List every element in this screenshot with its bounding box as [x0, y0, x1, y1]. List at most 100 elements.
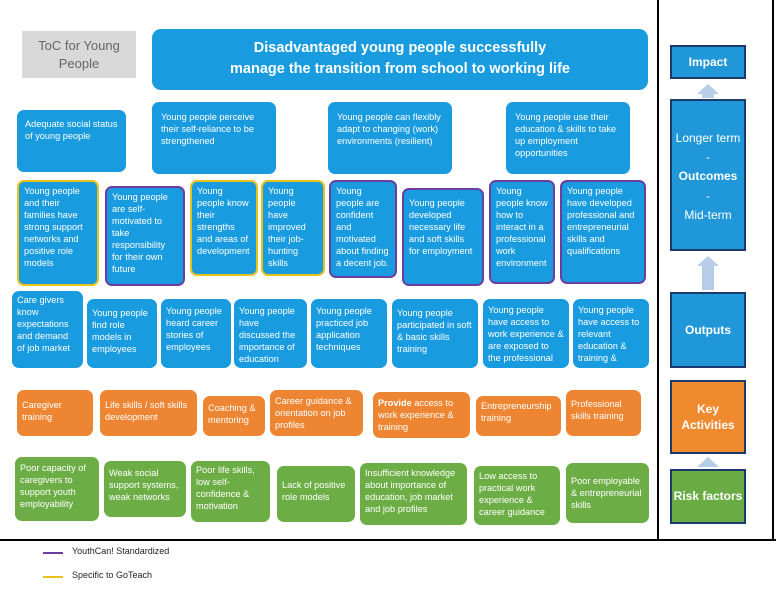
risk-factor: Poor employable & entrepreneurial skills — [566, 463, 649, 523]
activity: Entrepreneurship training — [476, 396, 561, 436]
outcome-text: Young people can flexibly adapt to chang… — [337, 112, 441, 146]
output-text: Young people have discussed the importan… — [239, 306, 296, 364]
toc-label: ToC for Young People — [38, 38, 120, 71]
risk-factor: Weak social support systems, weak networ… — [104, 461, 186, 517]
risk-factor: Poor capacity of caregivers to support y… — [15, 457, 99, 521]
risk-text: Poor capacity of caregivers to support y… — [20, 463, 86, 509]
outcome-text: Young people know their strengths and ar… — [197, 186, 250, 256]
page-border-right — [772, 0, 774, 540]
up-arrow-icon — [697, 457, 719, 467]
output-text: Care givers know expectations and demand… — [17, 295, 71, 353]
activity-text: Caregiver training — [22, 400, 62, 422]
output: Young people participated in soft & basi… — [392, 299, 478, 368]
activity: Coaching & mentoring — [203, 396, 265, 436]
risk-text: Weak social support systems, weak networ… — [109, 468, 179, 502]
up-arrow-icon — [697, 84, 719, 94]
activity-text: Life skills / soft skills development — [105, 400, 188, 422]
impact-title-line1: Disadvantaged young people successfully — [253, 40, 547, 56]
long-term-outcome: Adequate social status of young people — [17, 110, 126, 172]
mid-term-outcome: Young people are confident and motivated… — [329, 180, 397, 278]
sidebar-dash: - — [706, 188, 710, 203]
outcome-text: Young people have improved their job-hun… — [268, 186, 306, 268]
activity: Professional skills training — [566, 390, 641, 436]
toc-label-box: ToC for Young People — [22, 31, 136, 78]
sidebar-border-left — [657, 0, 659, 540]
risk-factor: Insufficient knowledge about importance … — [360, 463, 467, 525]
output-text: Young people find role models in employe… — [92, 308, 148, 354]
legend-swatch-yellow — [43, 576, 63, 578]
mid-term-outcome: Young people know their strengths and ar… — [190, 180, 258, 276]
outcome-text: Young people are self-motivated to take … — [112, 192, 168, 274]
output-text: Young people heard career stories of emp… — [166, 306, 222, 352]
impact-banner: Disadvantaged young people successfully … — [152, 29, 648, 90]
legend-label: Specific to GoTeach — [72, 570, 153, 580]
risk-text: Insufficient knowledge about importance … — [365, 468, 456, 514]
outcome-text: Young people and their families have str… — [24, 186, 83, 268]
outcome-text: Young people have developed professional… — [567, 186, 635, 256]
sidebar-key-activities: Key Activities — [670, 380, 746, 454]
output: Young people have access to relevant edu… — [573, 299, 649, 368]
activity-text: access to work experience & training — [378, 398, 454, 432]
mid-term-outcome: Young people know how to interact in a p… — [489, 180, 555, 284]
sidebar-longer-term-label: Longer term — [675, 131, 741, 145]
mid-term-outcome: Young people have improved their job-hun… — [261, 180, 325, 276]
sidebar-outcomes: Longer term - Outcomes - Mid-term — [670, 99, 746, 251]
risk-text: Poor life skills, low self-confidence & … — [196, 465, 255, 511]
risk-text: Lack of positive role models — [282, 480, 346, 502]
up-arrow-icon — [697, 256, 719, 266]
sidebar-dash: - — [706, 150, 710, 165]
sidebar-impact: Impact — [670, 45, 746, 79]
sidebar-risk-factors: Risk factors — [670, 469, 746, 524]
sidebar-outputs-label: Outputs — [685, 323, 731, 337]
activity-text: Coaching & mentoring — [208, 403, 256, 425]
output: Young people have discussed the importan… — [234, 299, 307, 368]
outcome-text: Young people perceive their self-relianc… — [161, 112, 255, 146]
outcome-text: Young people know how to interact in a p… — [496, 186, 548, 268]
outcome-text: Young people developed necessary life an… — [409, 198, 473, 256]
output: Care givers know expectations and demand… — [12, 291, 83, 368]
mid-term-outcome: Young people developed necessary life an… — [402, 188, 484, 286]
sidebar-mid-term-label: Mid-term — [684, 207, 732, 222]
output: Young people heard career stories of emp… — [161, 299, 231, 368]
sidebar-impact-label: Impact — [688, 55, 728, 69]
outcome-text: Young people are confident and motivated… — [336, 186, 389, 268]
activity: Life skills / soft skills development — [100, 390, 197, 436]
sidebar-risk-factors-label: Risk factors — [673, 489, 743, 503]
risk-factor: Poor life skills, low self-confidence & … — [191, 461, 270, 522]
activity-text: Career guidance & orientation on job pro… — [275, 396, 352, 430]
sidebar-outcomes-label: Outcomes — [678, 169, 738, 184]
risk-factor: Low access to practical work experience … — [474, 466, 560, 525]
activity-text: Entrepreneurship training — [481, 401, 552, 423]
activity-text: Professional skills training — [571, 399, 624, 421]
mid-term-outcome: Young people are self-motivated to take … — [105, 186, 185, 286]
output: Young people have access to work experie… — [483, 299, 569, 368]
page-border-bottom — [0, 539, 776, 541]
output: Young people find role models in employe… — [87, 299, 157, 368]
output-text: Young people have access to work experie… — [488, 305, 564, 363]
output-text: Young people participated in soft & basi… — [397, 308, 472, 354]
risk-text: Poor employable & entrepreneurial skills — [571, 476, 642, 510]
legend-label: YouthCan! Standardized — [72, 546, 170, 556]
activity-bold-text: Provide — [378, 398, 412, 408]
mid-term-outcome: Young people have developed professional… — [560, 180, 646, 284]
outcome-text: Adequate social status of young people — [25, 119, 118, 141]
sidebar-key-activities-label: Key Activities — [681, 402, 735, 432]
outcome-text: Young people use their education & skill… — [515, 112, 617, 158]
activity: Career guidance & orientation on job pro… — [270, 390, 363, 436]
activity: Provide access to work experience & trai… — [373, 392, 470, 438]
long-term-outcome: Young people perceive their self-relianc… — [152, 102, 276, 174]
risk-text: Low access to practical work experience … — [479, 471, 545, 517]
output-text: Young people practiced job application t… — [316, 306, 372, 352]
long-term-outcome: Young people use their education & skill… — [506, 102, 630, 174]
up-arrow-stem — [702, 94, 714, 98]
impact-title-line2: manage the transition from school to wor… — [230, 61, 570, 78]
mid-term-outcome: Young people and their families have str… — [17, 180, 99, 286]
output-text: Young people have access to relevant edu… — [578, 305, 640, 363]
up-arrow-stem — [702, 266, 714, 290]
activity: Caregiver training — [17, 390, 93, 436]
output: Young people practiced job application t… — [311, 299, 387, 368]
risk-factor: Lack of positive role models — [277, 466, 355, 522]
legend-swatch-purple — [43, 552, 63, 554]
long-term-outcome: Young people can flexibly adapt to chang… — [328, 102, 452, 174]
sidebar-outputs: Outputs — [670, 292, 746, 368]
